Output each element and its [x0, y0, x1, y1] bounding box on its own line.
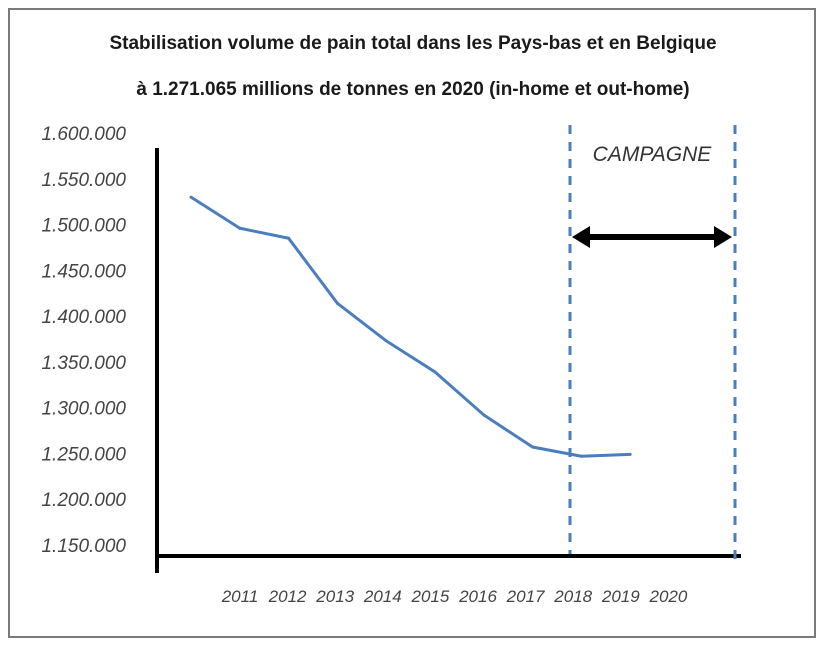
- data-point: [482, 413, 486, 417]
- campaign-arrow: [572, 226, 732, 248]
- data-point: [335, 301, 339, 305]
- x-tick-label: 2013: [315, 587, 354, 606]
- y-tick-label: 1.300.000: [41, 399, 126, 420]
- data-point: [579, 454, 583, 458]
- y-tick-label: 1.500.000: [41, 216, 126, 237]
- data-point: [628, 452, 632, 456]
- x-tick-label: 2019: [601, 587, 640, 606]
- x-tick-label: 2015: [410, 587, 449, 606]
- x-tick-label: 2012: [268, 587, 307, 606]
- chart-title-line-2: à 1.271.065 millions de tonnes en 2020 (…: [136, 79, 690, 100]
- y-tick-label: 1.150.000: [41, 536, 126, 557]
- data-point: [238, 226, 242, 230]
- data-point: [531, 445, 535, 449]
- x-tick-label: 2016: [458, 587, 497, 606]
- y-tick-label: 1.550.000: [41, 170, 126, 191]
- x-tick-label: 2018: [553, 587, 592, 606]
- x-tick-label: 2020: [648, 587, 687, 606]
- data-point: [384, 339, 388, 343]
- x-tick-label: 2011: [221, 587, 259, 606]
- y-tick-label: 1.400.000: [41, 307, 126, 328]
- x-tick-label: 2017: [506, 587, 545, 606]
- y-tick-label: 1.250.000: [41, 444, 126, 465]
- chart-title-line-1: Stabilisation volume de pain total dans …: [109, 33, 717, 54]
- data-point: [287, 236, 291, 240]
- x-tick-label: 2014: [363, 587, 402, 606]
- y-tick-label: 1.450.000: [41, 261, 126, 282]
- data-point: [433, 370, 437, 374]
- chart-frame: [8, 8, 816, 638]
- campaign-label: CAMPAGNE: [593, 143, 713, 166]
- y-tick-label: 1.600.000: [41, 124, 126, 145]
- y-tick-label: 1.200.000: [41, 490, 126, 511]
- series-line: [190, 195, 631, 458]
- data-point: [189, 195, 193, 199]
- y-tick-label: 1.350.000: [41, 353, 126, 374]
